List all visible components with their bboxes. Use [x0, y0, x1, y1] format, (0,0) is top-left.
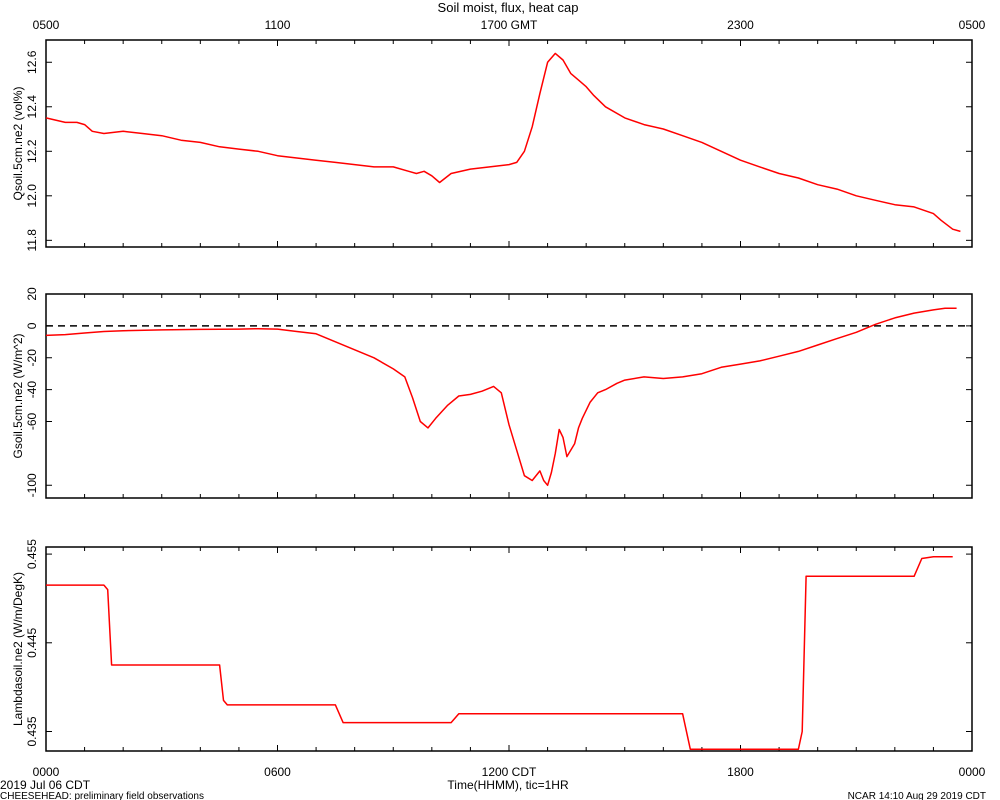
- y-tick-label: 0: [25, 322, 39, 329]
- plot-frame: [45, 546, 973, 752]
- y-tick-label: -20: [25, 349, 39, 367]
- x-axis-title: Time(HHMM), tic=1HR: [447, 778, 569, 792]
- y-tick-label: 20: [25, 287, 39, 301]
- y-tick-label: 11.8: [25, 229, 39, 252]
- y-axis-title: Lambdasoil.ne2 (W/m/DegK): [11, 572, 25, 726]
- y-tick-label: -40: [25, 381, 39, 399]
- figure-title: Soil moist, flux, heat cap: [438, 0, 579, 15]
- footer-right-note: NCAR 14:10 Aug 29 2019 CDT: [848, 791, 986, 800]
- y-tick-label: -100: [25, 473, 39, 497]
- bottom-axis-labels: 0000 0600 1200 CDT 1800 0000: [33, 765, 986, 779]
- y-tick-label: -60: [25, 413, 39, 431]
- series-line: [45, 307, 957, 487]
- y-tick-label: 12.0: [25, 184, 39, 208]
- series-line: [45, 52, 961, 233]
- y-axis-title: Gsoil.5cm.ne2 (W/m^2): [11, 334, 25, 459]
- y-tick-label: 0.455: [25, 539, 39, 569]
- top-tick-label: 1100: [265, 18, 291, 32]
- bottom-tick-label: 0600: [264, 765, 291, 779]
- date-label: 2019 Jul 06 CDT: [0, 778, 91, 792]
- series-line: [46, 556, 953, 750]
- bottom-tick-label: 1800: [727, 765, 754, 779]
- y-tick-label: 12.4: [25, 95, 39, 119]
- top-tick-label: 0500: [959, 18, 986, 32]
- bottom-tick-label: 1200 CDT: [482, 765, 537, 779]
- y-tick-label: 12.2: [25, 139, 39, 163]
- y-tick-label: 0.445: [25, 627, 39, 657]
- footer-left-note: CHEESEHEAD: preliminary field observatio…: [0, 791, 204, 800]
- top-tick-label: 1700 GMT: [481, 18, 538, 32]
- bottom-tick-label: 0000: [33, 765, 60, 779]
- top-tick-label: 0500: [33, 18, 60, 32]
- chart-panel-2: -100 -60 -40 -20 0 20 Gsoil.5cm.ne2 (W/m^2): [11, 287, 973, 499]
- y-axis-title: Qsoil.5cm.ne2 (vol%): [11, 86, 25, 200]
- plot-frame: [45, 39, 973, 248]
- y-tick-label: 0.435: [25, 716, 39, 746]
- bottom-tick-label: 0000: [959, 765, 986, 779]
- top-tick-label: 2300: [727, 18, 754, 32]
- top-axis-labels: 0500 1100 1700 GMT 2300 0500: [33, 18, 986, 32]
- plot-frame: [45, 293, 973, 499]
- y-tick-label: 12.6: [25, 50, 39, 74]
